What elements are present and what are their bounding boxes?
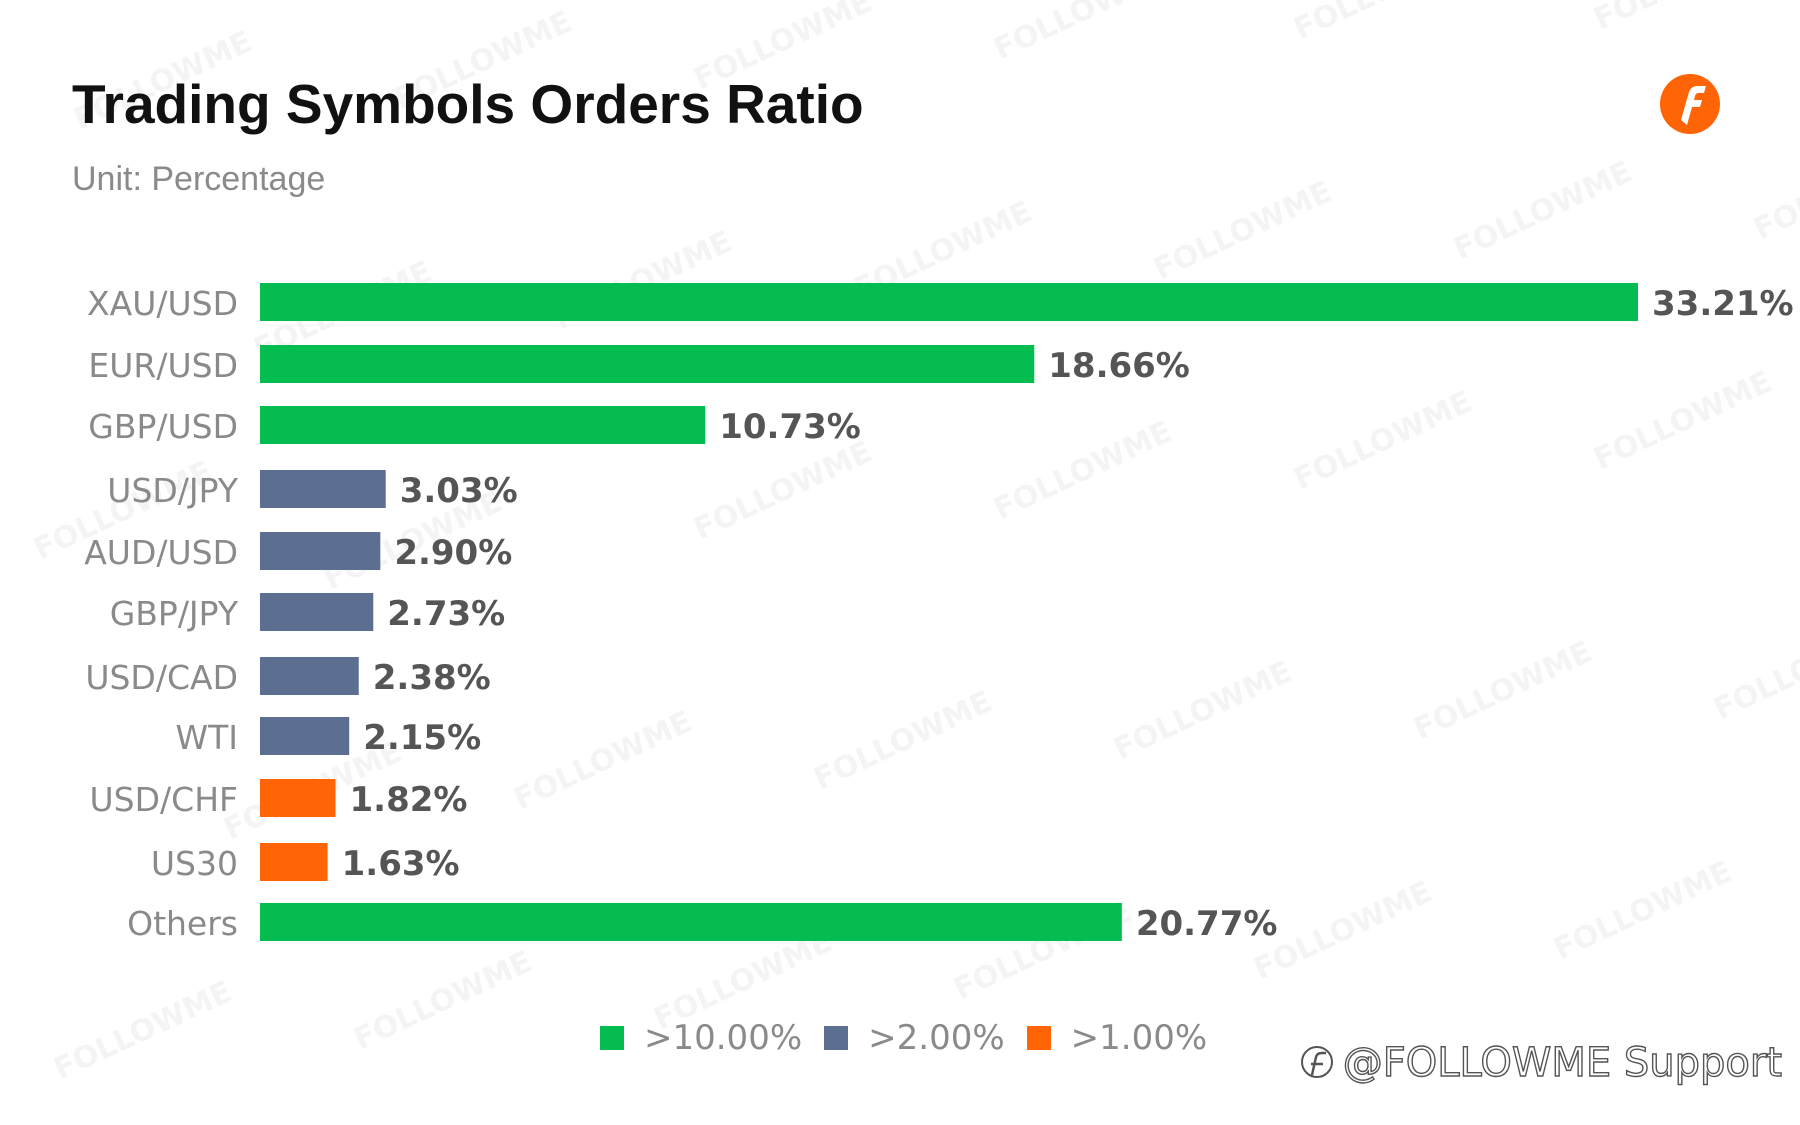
support-tag: @FOLLOWME Support xyxy=(1297,1039,1783,1087)
value-label: 33.21% xyxy=(1652,284,1794,324)
watermark-text: FOLLOWME xyxy=(349,944,538,1057)
legend-label: >1.00% xyxy=(1070,1018,1208,1058)
category-label: USD/CHF xyxy=(90,780,238,819)
value-label: 1.82% xyxy=(350,780,468,820)
legend-label: >2.00% xyxy=(868,1018,1005,1058)
value-label: 2.38% xyxy=(373,658,491,698)
watermark-text: FOLLOWME xyxy=(1289,0,1478,47)
watermark-text: FOLLOWME xyxy=(1289,384,1478,497)
chart-subtitle: Unit: Percentage xyxy=(72,160,326,198)
value-label: 10.73% xyxy=(719,407,861,447)
legend-swatch xyxy=(600,1026,624,1050)
watermark-text: FOLLOWME xyxy=(989,0,1178,67)
legend-item: >2.00% xyxy=(824,1018,1005,1058)
watermark-text: FOLLOWME xyxy=(809,684,998,797)
bar xyxy=(260,843,328,881)
followme-small-icon xyxy=(1300,1046,1333,1078)
value-label: 20.77% xyxy=(1136,904,1278,944)
category-label: US30 xyxy=(151,844,238,883)
watermark-text: FOLLOWME xyxy=(1549,854,1738,967)
value-label: 2.15% xyxy=(363,718,481,758)
chart-title: Trading Symbols Orders Ratio xyxy=(72,73,864,135)
watermark-text: FOLLOWME xyxy=(1589,0,1778,37)
category-label: USD/CAD xyxy=(85,658,238,697)
category-label: XAU/USD xyxy=(87,284,238,323)
legend-label: >10.00% xyxy=(644,1018,803,1058)
watermark-text: FOLLOWME xyxy=(1749,134,1800,247)
watermark-text: FOLLOWME xyxy=(49,974,238,1087)
bar xyxy=(260,593,374,631)
bar xyxy=(260,717,350,755)
bars-layer: XAU/USD 33.21% EUR/USD 18.66% GBP/USD 10.73% U… xyxy=(84,283,1794,944)
legend-item: >1.00% xyxy=(1026,1018,1208,1058)
bar xyxy=(260,406,706,444)
watermark-text: FOLLOWME xyxy=(509,704,698,817)
support-tag-text: @FOLLOWME Support xyxy=(1342,1039,1783,1086)
bar xyxy=(260,532,381,570)
legend-swatch xyxy=(824,1026,849,1050)
category-label: AUD/USD xyxy=(84,533,238,572)
watermark-text: FOLLOWME xyxy=(1589,364,1778,477)
category-label: GBP/JPY xyxy=(110,594,239,633)
category-label: WTI xyxy=(175,718,238,757)
value-label: 1.63% xyxy=(342,844,460,884)
value-label: 2.73% xyxy=(387,594,505,634)
category-label: Others xyxy=(127,904,238,943)
value-label: 18.66% xyxy=(1048,346,1190,386)
bar xyxy=(260,657,359,695)
bar xyxy=(260,903,1122,941)
watermark-text: FOLLOWME xyxy=(1409,634,1598,747)
legend-item: >10.00% xyxy=(600,1018,802,1058)
legend-swatch xyxy=(1026,1026,1051,1050)
bar xyxy=(260,345,1035,383)
value-label: 3.03% xyxy=(400,471,518,511)
bar xyxy=(260,779,336,817)
chart-legend: >10.00% >2.00% >1.00% xyxy=(600,1018,1207,1058)
value-label: 2.90% xyxy=(394,533,512,573)
bar xyxy=(260,283,1638,321)
watermark-text: FOLLOWME xyxy=(989,414,1178,527)
category-label: USD/JPY xyxy=(107,471,239,510)
category-label: EUR/USD xyxy=(88,346,238,385)
watermark-text: FOLLOWME xyxy=(1109,654,1298,767)
watermark-text: FOLLOWME xyxy=(1709,614,1800,727)
category-label: GBP/USD xyxy=(88,407,238,446)
watermark-text: FOLLOWME xyxy=(689,434,878,547)
followme-logo-icon xyxy=(1660,74,1720,134)
watermark-text: FOLLOWME xyxy=(1449,154,1638,267)
watermark-text: FOLLOWME xyxy=(1149,174,1338,287)
bar xyxy=(260,470,386,508)
